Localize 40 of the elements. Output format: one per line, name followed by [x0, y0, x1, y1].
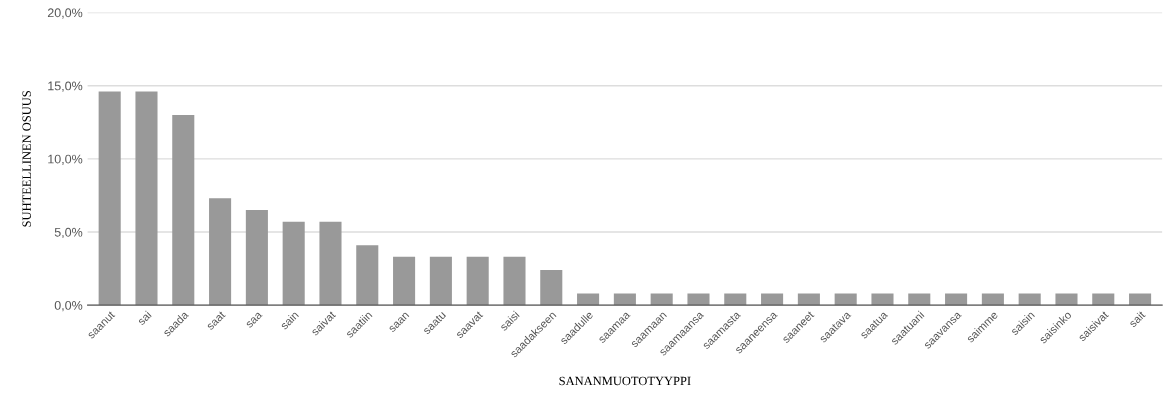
- bar: [613, 293, 636, 306]
- y-axis-title: SUHTEELLINEN OSUUS: [22, 91, 31, 227]
- bar: [98, 91, 121, 306]
- bar: [282, 221, 305, 306]
- bar: [540, 270, 563, 306]
- x-tick-label: sain: [279, 310, 299, 330]
- y-tick-label: 0,0%: [54, 300, 83, 312]
- bar: [1018, 293, 1041, 306]
- bar: [356, 245, 379, 306]
- bar: [429, 256, 452, 306]
- bar: [1092, 293, 1115, 306]
- bar: [1055, 293, 1078, 306]
- bar: [503, 256, 526, 306]
- bar: [687, 293, 710, 306]
- y-tick-label: 10,0%: [48, 154, 83, 165]
- y-tick-label: 5,0%: [54, 227, 83, 239]
- bar: [724, 293, 747, 306]
- bar: [834, 293, 857, 306]
- bar: [871, 293, 894, 306]
- x-tick-label: saa: [245, 311, 263, 329]
- bar: [761, 293, 784, 306]
- bar: [908, 293, 931, 306]
- bar: [945, 293, 968, 306]
- bar: [650, 293, 673, 306]
- bar: [209, 198, 232, 306]
- bar: [1129, 293, 1152, 306]
- bar: [577, 293, 600, 306]
- bar: [797, 293, 820, 306]
- bar: [135, 91, 158, 306]
- bar: [393, 256, 416, 306]
- y-tick-label: 15,0%: [48, 81, 83, 92]
- bar: [466, 256, 489, 306]
- x-tick-label: sait: [1128, 310, 1146, 328]
- bar: [172, 114, 195, 306]
- y-tick-label: 20,0%: [47, 8, 83, 19]
- x-tick-label: sai: [136, 310, 152, 326]
- bar: [981, 293, 1004, 306]
- x-axis-title: SANANMUOTOTYYPPI: [559, 376, 691, 386]
- bar: [245, 210, 268, 306]
- bar: [319, 221, 342, 306]
